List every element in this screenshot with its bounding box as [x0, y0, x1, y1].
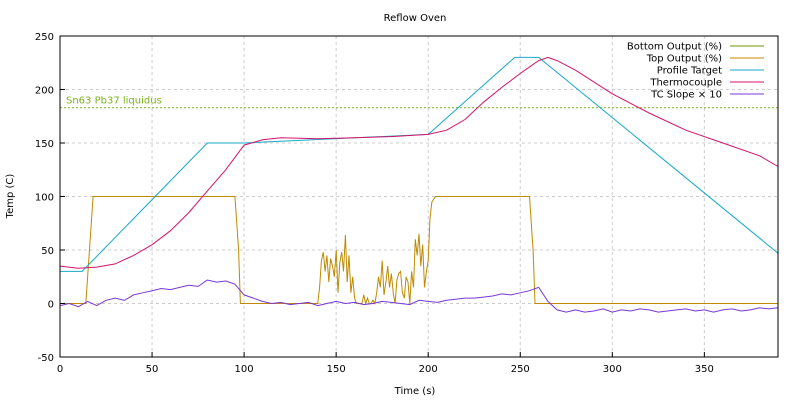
legend-label-3: Thermocouple — [649, 78, 722, 89]
x-tick-label: 200 — [419, 364, 438, 375]
x-tick-label: 150 — [327, 364, 346, 375]
y-tick-label: 150 — [35, 139, 54, 150]
y-tick-label: 50 — [41, 246, 54, 257]
y-tick-label: 250 — [35, 32, 54, 43]
legend-label-1: Top Output (%) — [646, 54, 722, 65]
y-axis-ticks: -50 0 50 100 150 200 250 — [35, 32, 65, 364]
x-axis-title: Time (s) — [394, 386, 436, 397]
legend-label-0: Bottom Output (%) — [627, 42, 722, 53]
legend: Bottom Output (%)Top Output (%)Profile T… — [627, 42, 764, 101]
y-tick-label: 200 — [35, 86, 54, 97]
x-tick-label: 350 — [695, 364, 714, 375]
x-tick-label: 50 — [146, 364, 159, 375]
legend-label-4: TC Slope × 10 — [650, 90, 722, 101]
chart-title: Reflow Oven — [384, 13, 447, 24]
x-tick-label: 300 — [603, 364, 622, 375]
y-axis-title: Temp (C) — [5, 174, 16, 220]
x-tick-label: 250 — [511, 364, 530, 375]
liquidus-label: Sn63 Pb37 liquidus — [66, 96, 162, 107]
x-tick-label: 100 — [235, 364, 254, 375]
series-line-1 — [60, 196, 778, 306]
x-tick-label: 0 — [57, 364, 63, 375]
legend-label-2: Profile Target — [657, 66, 722, 77]
y-tick-label: -50 — [38, 353, 54, 364]
y-tick-label: 100 — [35, 193, 54, 204]
x-axis-ticks: 0 50 100 150 200 250 300 350 — [57, 352, 714, 375]
series-layer — [59, 56, 779, 313]
y-tick-label: 0 — [48, 300, 54, 311]
series-line-3 — [59, 56, 779, 269]
series-line-4 — [59, 279, 779, 313]
